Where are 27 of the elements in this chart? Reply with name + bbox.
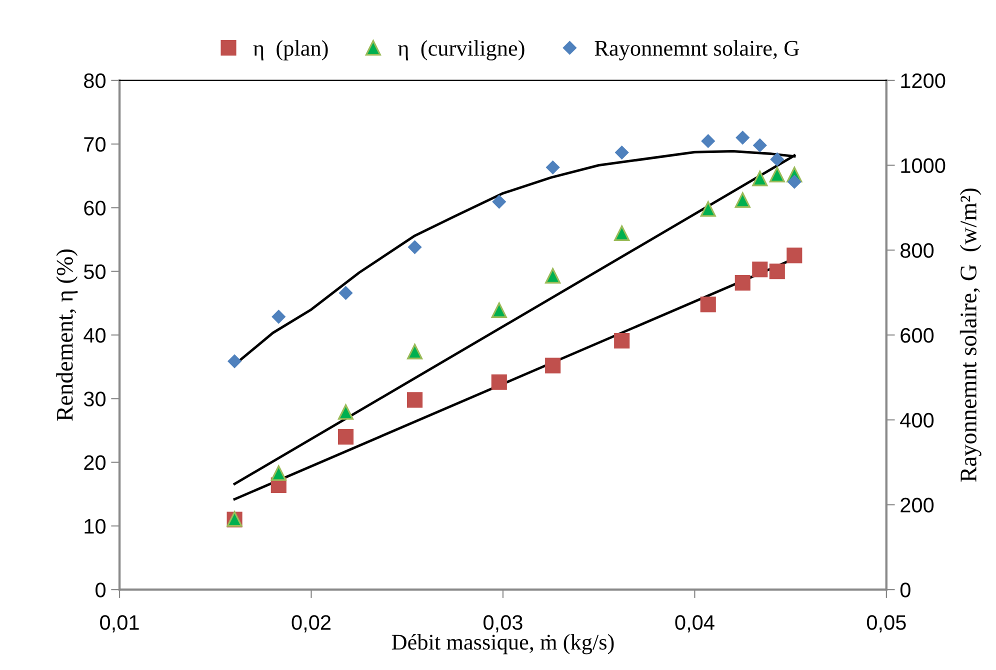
y2-tick-label: 1200 bbox=[901, 73, 946, 88]
y-tick-label: 60 bbox=[84, 200, 106, 216]
y-axis-title: Rendement, η (%) bbox=[56, 250, 78, 421]
legend-label: Rayonnemnt solaire, G bbox=[594, 40, 799, 60]
x-axis-title: Débit massique, ṁ (kg/s) bbox=[392, 634, 614, 654]
y-tick-label: 10 bbox=[84, 518, 106, 534]
y-tick-label: 80 bbox=[84, 73, 106, 88]
y-tick-label: 30 bbox=[84, 392, 106, 406]
x-tick-label: 0,05 bbox=[866, 615, 906, 632]
y-tick-label: 0 bbox=[96, 582, 106, 598]
y-tick-label: 20 bbox=[84, 455, 106, 470]
x-tick-label: 0,02 bbox=[292, 615, 330, 632]
x-tick-label: 0,01 bbox=[100, 615, 139, 632]
y2-tick-label: 800 bbox=[900, 243, 934, 258]
y-tick-label: 40 bbox=[84, 328, 106, 343]
x-tick-label: 0,04 bbox=[675, 615, 714, 632]
y2-axis-title: Rayonnemnt solaire, G (w/m²) bbox=[960, 188, 982, 482]
y2-tick-label: 600 bbox=[900, 328, 934, 343]
y-tick-label: 50 bbox=[84, 264, 106, 280]
legend-label: η (plan) bbox=[253, 40, 328, 60]
y2-tick-label: 400 bbox=[900, 412, 934, 428]
legend-label: η (curviligne) bbox=[398, 40, 524, 60]
y2-tick-label: 200 bbox=[900, 498, 934, 512]
y2-tick-label: 1000 bbox=[901, 158, 946, 174]
x-tick-label: 0,03 bbox=[484, 615, 522, 632]
y2-tick-label: 0 bbox=[900, 582, 910, 598]
y-tick-label: 70 bbox=[84, 137, 106, 152]
